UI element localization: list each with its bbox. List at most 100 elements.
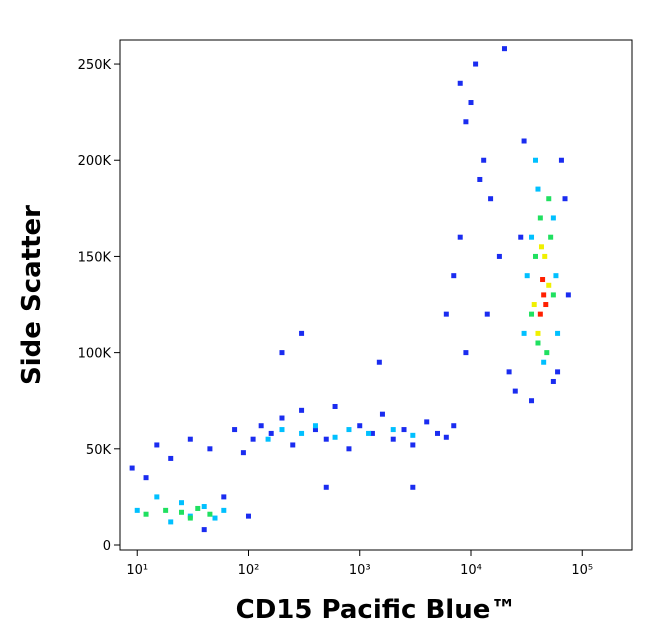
point [555,369,561,375]
point [535,330,541,336]
point [558,157,564,163]
point [265,436,271,442]
point [379,411,385,417]
point [299,407,305,413]
point [506,369,512,375]
point [346,446,352,452]
point [279,427,285,433]
y-tick-label: 50K [86,443,112,458]
point [390,427,396,433]
x-axis-title: CD15 Pacific Blue™ [236,595,517,625]
point [546,196,552,202]
point [366,430,372,436]
point [232,427,238,433]
point [258,423,264,429]
point [299,330,305,336]
point [369,430,375,436]
point [410,432,416,438]
point [250,436,256,442]
point [179,509,185,515]
point [550,292,556,298]
point [473,61,479,67]
point [221,494,227,500]
point [553,273,559,279]
point [279,415,285,421]
point [535,186,541,192]
point [501,46,507,52]
point [546,282,552,288]
y-tick-label: 150K [78,250,112,265]
point [529,234,535,240]
point [179,500,185,506]
point [187,515,193,521]
point [540,277,546,283]
point [463,119,469,125]
point [221,507,227,513]
point [524,273,530,279]
point [299,430,305,436]
point [168,519,174,525]
point [201,527,207,533]
point [488,196,494,202]
point [463,350,469,356]
point [521,330,527,336]
point [143,511,149,517]
point [154,442,160,448]
point [538,244,544,250]
point [451,423,457,429]
point [529,311,535,317]
point [312,427,318,433]
point [401,427,407,433]
point [541,292,547,298]
point [435,430,441,436]
point [212,515,218,521]
point [143,475,149,481]
point [529,398,535,404]
point [410,442,416,448]
point [496,253,502,259]
point [168,455,174,461]
point [376,359,382,365]
point [195,505,201,511]
plot-frame [119,39,633,551]
point [290,442,296,448]
point [468,100,474,106]
x-tick-label: 10³ [349,563,371,578]
point [533,157,539,163]
point [550,378,556,384]
point [390,436,396,442]
y-axis-title: Side Scatter [17,205,47,385]
point [555,330,561,336]
point [201,504,207,510]
point [346,427,352,433]
point [544,350,550,356]
point [535,340,541,346]
point [521,138,527,144]
point [312,423,318,429]
point [163,507,169,513]
point [537,215,543,221]
x-tick-label: 10⁵ [571,563,593,578]
y-tick-label: 0 [103,539,111,554]
point [457,80,463,86]
point [562,196,568,202]
point [357,423,363,429]
point [451,273,457,279]
point [443,311,449,317]
point [424,419,430,425]
y-tick-label: 200K [78,154,112,169]
point [187,436,193,442]
x-tick-label: 10² [238,563,260,578]
point [279,350,285,356]
point [323,436,329,442]
point [543,302,549,308]
point [323,484,329,490]
point [484,311,490,317]
point [542,253,548,259]
point [548,234,554,240]
point [477,176,483,182]
point [134,507,140,513]
point [531,302,537,308]
y-tick-label: 250K [78,58,112,73]
